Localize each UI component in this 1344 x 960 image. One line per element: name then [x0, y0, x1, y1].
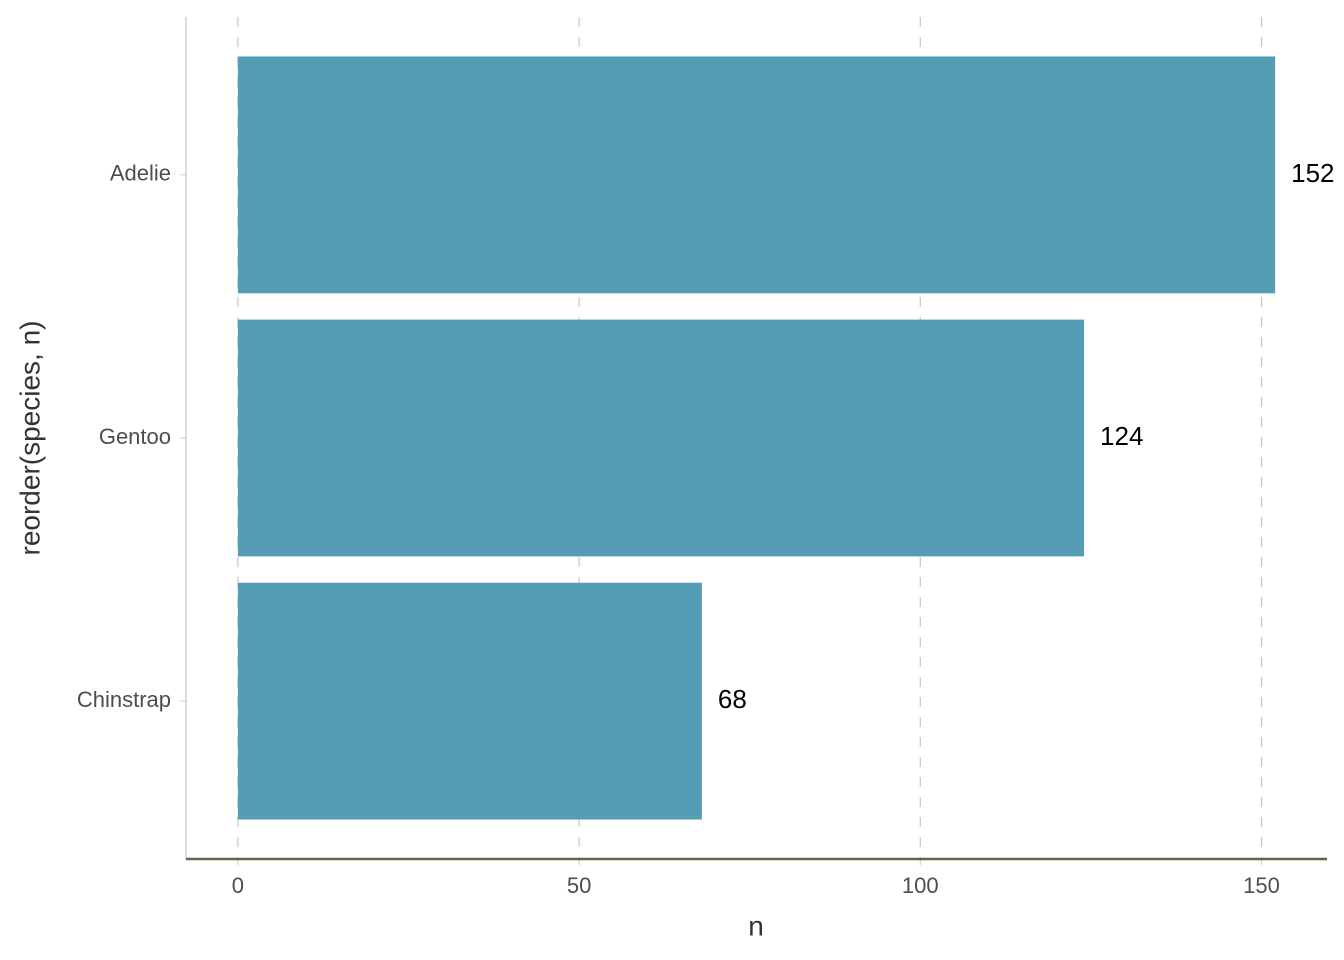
y-tick-label: Adelie — [110, 161, 171, 186]
value-label: 152 — [1291, 158, 1334, 188]
y-tick-label: Gentoo — [99, 424, 171, 449]
x-tick-label: 150 — [1243, 873, 1280, 898]
bar — [237, 582, 702, 820]
x-axis-title: n — [748, 910, 764, 941]
x-tick-label: 50 — [567, 873, 591, 898]
y-tick-label: Chinstrap — [77, 687, 171, 712]
value-label: 124 — [1100, 421, 1143, 451]
x-tick-label: 100 — [902, 873, 939, 898]
bar — [237, 56, 1276, 294]
y-axis-title: reorder(species, n) — [14, 321, 45, 556]
x-tick-label: 0 — [232, 873, 244, 898]
value-label: 68 — [718, 684, 747, 714]
bar — [237, 319, 1085, 557]
